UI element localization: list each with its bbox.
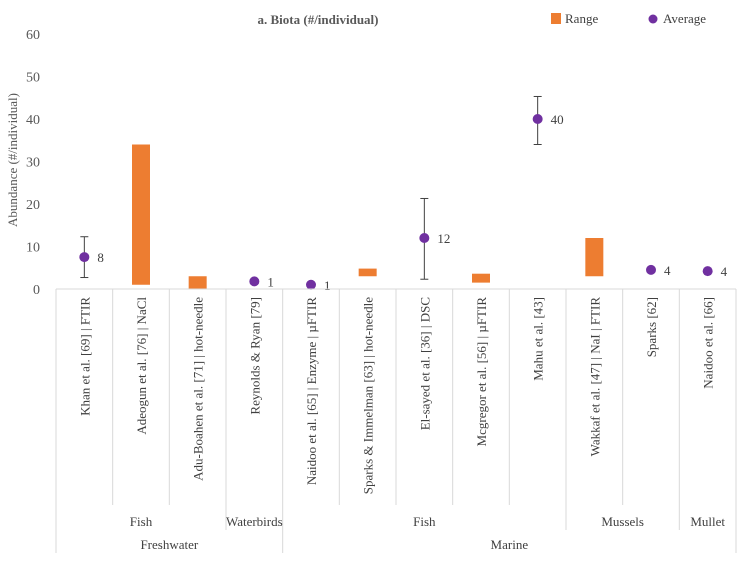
category-label: Adu-Boahen et al. [71] | hot-needle	[191, 297, 206, 481]
average-marker	[532, 114, 543, 124]
plot-area: 8 1 1 12 40 4 4	[79, 95, 728, 293]
y-tick-label: 50	[26, 71, 40, 86]
category-label: El-sayed et al. [36] | DSC	[417, 297, 432, 430]
group-label-level2: Marine	[491, 537, 529, 552]
average-data-label: 1	[267, 274, 274, 289]
average-marker	[249, 276, 260, 287]
legend-average-label: Average	[663, 11, 706, 26]
category-label: Adeogun et al. [76] | NaCl	[134, 297, 149, 435]
range-bar	[188, 276, 207, 289]
category-label: Sparks & Immelman [63] | hot-needle	[361, 297, 376, 494]
legend-range-label: Range	[565, 11, 598, 26]
category-label: Naidoo et al. [65] | Enzyme | µFTIR	[304, 297, 319, 485]
range-bar	[585, 238, 604, 277]
range-bar	[358, 268, 377, 277]
chart-title: a. Biota (#/individual)	[258, 12, 379, 27]
legend-range-swatch	[551, 13, 561, 24]
y-axis-label: Abundance (#/individual)	[5, 93, 20, 227]
category-label: Wakkaf et al. [47] | NaI | FTIR	[587, 297, 602, 457]
average-data-label: 40	[551, 112, 564, 127]
average-marker	[646, 264, 656, 275]
group-label-level1: Mullet	[690, 514, 725, 529]
y-tick-label: 60	[26, 28, 40, 43]
average-data-label: 12	[437, 231, 450, 246]
group-label-level1: Fish	[130, 514, 153, 529]
legend-average-marker	[648, 14, 658, 24]
average-data-label: 4	[664, 263, 671, 278]
range-bar	[132, 144, 150, 285]
average-marker	[306, 279, 316, 290]
average-data-label: 4	[721, 264, 728, 279]
average-marker	[79, 252, 90, 263]
group-label-level1: Waterbirds	[226, 514, 283, 529]
group-label-level2: Freshwater	[140, 537, 198, 552]
range-bar	[472, 273, 490, 283]
average-data-label: 1	[324, 278, 331, 293]
category-label: Mahu et al. [43]	[531, 297, 546, 381]
y-tick-label: 10	[26, 241, 40, 256]
category-label: Reynolds & Ryan [79]	[247, 297, 262, 415]
legend: Range Average	[551, 11, 706, 26]
x-axis: Khan et al. [69] | FTIR Adeogun et al. [7…	[55, 288, 737, 553]
group-label-level1: Fish	[413, 514, 436, 529]
category-label: Mcgregor et al. [56] | µFTIR	[474, 297, 489, 447]
category-label: Khan et al. [69] | FTIR	[77, 297, 92, 416]
group-label-level1: Mussels	[601, 514, 644, 529]
y-tick-label: 40	[26, 113, 40, 128]
category-label: Naidoo et al. [66]	[701, 297, 716, 389]
y-tick-label: 0	[33, 283, 40, 298]
category-label: Sparks [62]	[644, 297, 659, 357]
average-data-label: 8	[97, 250, 104, 265]
y-axis: 0 10 20 30 40 50 60	[26, 28, 40, 298]
y-tick-label: 20	[26, 198, 40, 213]
average-marker	[419, 233, 430, 243]
y-tick-label: 30	[26, 156, 40, 171]
average-marker	[702, 266, 713, 277]
